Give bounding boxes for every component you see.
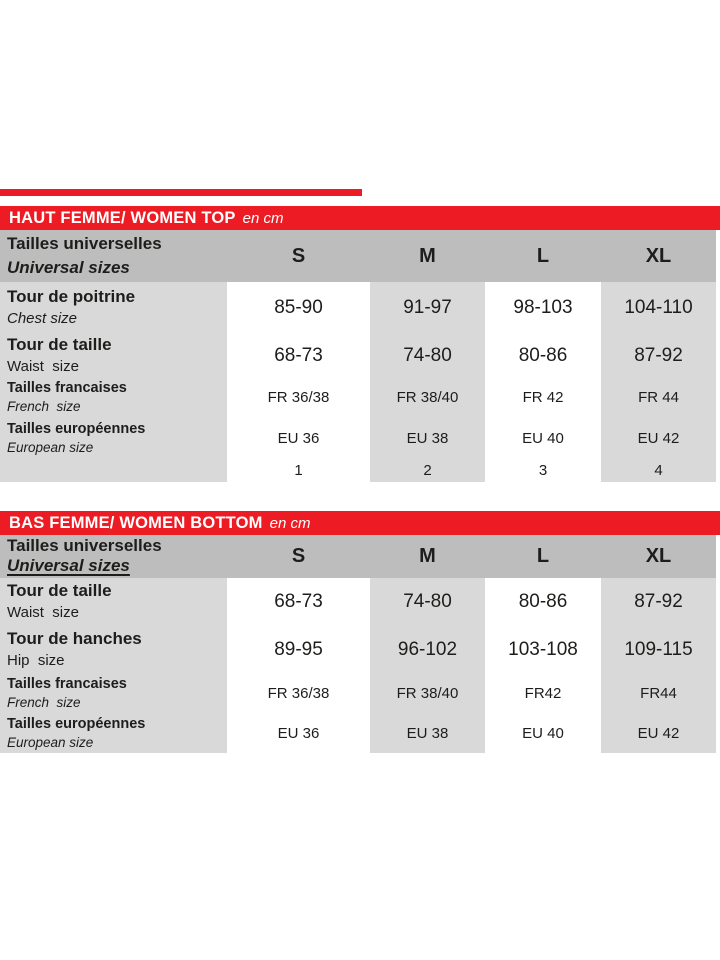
table-unit: en cm xyxy=(242,209,284,227)
size-value: 1 xyxy=(294,461,303,479)
table-unit: en cm xyxy=(269,514,311,532)
size-value: 103-108 xyxy=(508,638,578,660)
size-value: 68-73 xyxy=(274,344,323,366)
size-value: 87-92 xyxy=(601,578,716,626)
row-universal-number: 1 2 3 4 xyxy=(0,458,716,482)
size-value: 104-110 xyxy=(601,282,716,334)
size-table-women-bottom: BAS FEMME/ WOMEN BOTTOM en cm Tailles un… xyxy=(0,511,720,753)
size-value: FR 36/38 xyxy=(267,684,330,702)
table-title: BAS FEMME/ WOMEN BOTTOM xyxy=(9,513,263,532)
row-label-fr: Tailles francaises xyxy=(7,675,127,692)
size-value: EU 36 xyxy=(277,724,320,742)
row-french-size: Tailles francaises French size FR 36/38 … xyxy=(0,673,716,713)
size-value: EU 38 xyxy=(370,713,485,753)
size-value: FR 38/40 xyxy=(370,376,485,418)
row-label-fr: Tour de hanches xyxy=(7,628,142,648)
size-column-header-s: S xyxy=(291,244,306,267)
row-waist: Tour de taille Waist size 68-73 74-80 80… xyxy=(0,578,716,626)
size-column-header-m: M xyxy=(419,545,436,567)
row-label-fr: Tailles francaises xyxy=(7,379,127,396)
table-title-band: HAUT FEMME/ WOMEN TOP en cm xyxy=(0,206,720,230)
size-value: 96-102 xyxy=(370,626,485,673)
size-column-header-l: L xyxy=(536,244,550,267)
size-column-header-s: S xyxy=(291,545,306,567)
row-label: Tour de taille Waist size xyxy=(0,334,227,378)
row-french-size: Tailles francaises French size FR 36/38 … xyxy=(0,376,716,418)
size-value: 87-92 xyxy=(601,334,716,378)
size-value: EU 38 xyxy=(370,418,485,458)
row-chest: Tour de poitrine Chest size 85-90 91-97 … xyxy=(0,282,716,334)
size-value: FR44 xyxy=(601,673,716,713)
size-value: 74-80 xyxy=(370,578,485,626)
row-label-en: Hip size xyxy=(7,651,65,669)
table-title: HAUT FEMME/ WOMEN TOP xyxy=(9,208,236,227)
row-label: Tailles européennes European size xyxy=(0,713,227,753)
size-value: 74-80 xyxy=(370,334,485,378)
size-value: 4 xyxy=(601,458,716,482)
size-value: EU 36 xyxy=(277,429,320,447)
row-european-size: Tailles européennes European size EU 36 … xyxy=(0,713,716,753)
row-label-en: French size xyxy=(7,398,81,414)
header-label-fr: Tailles universelles xyxy=(7,233,162,253)
row-label: Tailles francaises French size xyxy=(0,376,227,418)
size-value: FR 38/40 xyxy=(370,673,485,713)
size-value: 109-115 xyxy=(601,626,716,673)
row-label-en: French size xyxy=(7,694,81,710)
size-column-header-m: M xyxy=(419,244,436,267)
row-label: Tour de hanches Hip size xyxy=(0,626,227,673)
row-label: Tailles francaises French size xyxy=(0,673,227,713)
size-value: EU 42 xyxy=(601,418,716,458)
row-label-en: Waist size xyxy=(7,604,79,622)
size-value: 85-90 xyxy=(274,297,323,318)
row-label-en: European size xyxy=(7,439,94,455)
size-value: 2 xyxy=(370,458,485,482)
row-waist: Tour de taille Waist size 68-73 74-80 80… xyxy=(0,334,716,378)
row-label-fr: Tailles européennes xyxy=(7,420,146,437)
size-value: FR 42 xyxy=(522,388,564,406)
size-value: 89-95 xyxy=(274,638,323,660)
size-value: EU 40 xyxy=(522,429,564,447)
size-value: 3 xyxy=(538,461,548,479)
size-value: 91-97 xyxy=(370,282,485,334)
size-value: 68-73 xyxy=(274,591,323,612)
row-label-fr: Tailles européennes xyxy=(7,715,146,732)
size-table-women-top: HAUT FEMME/ WOMEN TOP en cm Tailles univ… xyxy=(0,206,720,482)
size-value: 80-86 xyxy=(518,344,568,366)
size-value: EU 42 xyxy=(601,713,716,753)
size-header-row: Tailles universelles Universal sizes S M… xyxy=(0,230,716,282)
header-label-en: Universal sizes xyxy=(7,556,130,575)
row-label-en: Chest size xyxy=(7,310,78,328)
row-label-fr: Tour de taille xyxy=(7,581,112,601)
row-label: Tailles européennes European size xyxy=(0,418,227,458)
size-value: EU 40 xyxy=(522,724,564,742)
row-label: Tour de poitrine Chest size xyxy=(0,282,227,334)
header-label-fr: Tailles universelles xyxy=(7,536,162,556)
row-label-fr: Tour de taille xyxy=(7,335,112,354)
size-value: 80-86 xyxy=(518,591,568,612)
row-label: Tour de taille Waist size xyxy=(0,578,227,626)
size-header-row: Tailles universelles Universal sizes S M… xyxy=(0,535,716,578)
row-label-empty xyxy=(0,458,227,482)
row-european-size: Tailles européennes European size EU 36 … xyxy=(0,418,716,458)
size-value: FR 36/38 xyxy=(267,388,330,406)
header-label: Tailles universelles Universal sizes xyxy=(0,535,227,578)
row-label-fr: Tour de poitrine xyxy=(7,287,136,307)
header-label: Tailles universelles Universal sizes xyxy=(0,230,227,282)
row-label-en: Waist size xyxy=(7,357,79,375)
row-label-en: European size xyxy=(7,734,94,750)
table-title-band: BAS FEMME/ WOMEN BOTTOM en cm xyxy=(0,511,720,535)
size-column-header-xl: XL xyxy=(645,244,672,267)
size-column-header-l: L xyxy=(536,545,550,567)
size-value: FR42 xyxy=(524,684,562,702)
row-hip: Tour de hanches Hip size 89-95 96-102 10… xyxy=(0,626,716,673)
size-value: FR 44 xyxy=(601,376,716,418)
size-value: 98-103 xyxy=(513,297,573,318)
size-column-header-xl: XL xyxy=(645,545,672,567)
header-label-en: Universal sizes xyxy=(7,257,130,277)
red-divider-strip xyxy=(0,189,362,196)
